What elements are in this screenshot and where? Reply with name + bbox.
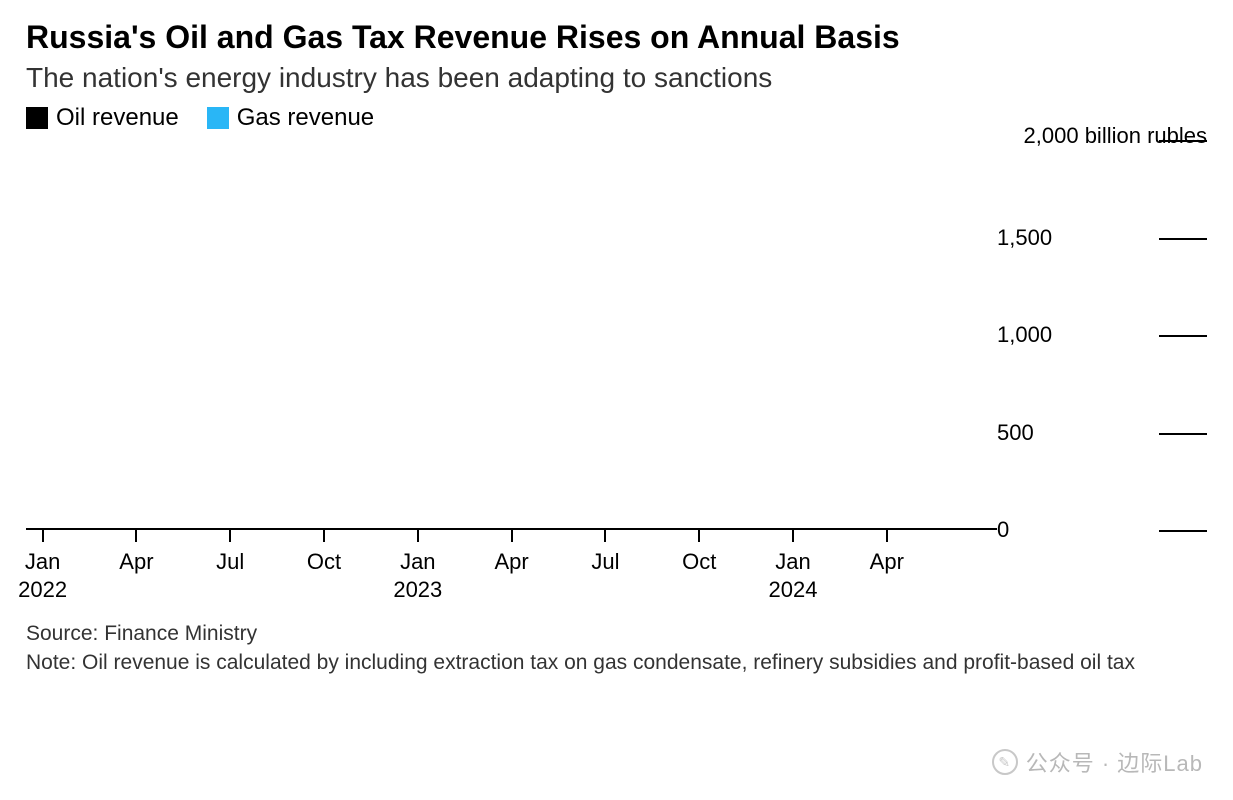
y-tick-label: 1,000 <box>997 322 1052 348</box>
chart-subtitle: The nation's energy industry has been ad… <box>26 62 1207 94</box>
y-tick-line <box>1159 530 1207 532</box>
watermark-text: 公众号 · 边际Lab <box>1026 746 1203 778</box>
x-tick-mark <box>698 530 700 542</box>
y-tick-line <box>1159 140 1207 142</box>
y-axis: 2,000 billion rubles 1,5001,0005000 <box>997 140 1207 530</box>
note-line: Note: Oil revenue is calculated by inclu… <box>26 649 1207 677</box>
x-tick-mark <box>886 530 888 542</box>
y-tick-label: 1,500 <box>997 225 1052 251</box>
watermark-icon: ✎ <box>992 749 1018 775</box>
chart-area: 2,000 billion rubles 1,5001,0005000 <box>26 140 1207 530</box>
legend-item-oil: Oil revenue <box>26 104 179 132</box>
watermark: ✎ 公众号 · 边际Lab <box>992 746 1203 778</box>
x-tick-label: Jan2022 <box>18 548 67 603</box>
legend-item-gas: Gas revenue <box>207 104 374 132</box>
y-tick-label: 500 <box>997 420 1034 446</box>
x-tick-label: Jan2023 <box>393 548 442 603</box>
y-tick-line <box>1159 433 1207 435</box>
y-tick-label: 0 <box>997 517 1009 543</box>
plot-area <box>26 140 997 530</box>
legend-swatch-gas <box>207 107 229 129</box>
x-axis-labels: Jan2022AprJulOctJan2023AprJulOctJan2024A… <box>26 548 997 604</box>
x-tick-mark <box>792 530 794 542</box>
y-axis-unit-label: 2,000 billion rubles <box>1024 123 1207 149</box>
x-tick-label: Oct <box>682 548 716 576</box>
x-axis-ticks <box>26 530 997 544</box>
x-tick-mark <box>229 530 231 542</box>
x-tick-mark <box>604 530 606 542</box>
x-tick-mark <box>323 530 325 542</box>
x-tick-label: Jul <box>591 548 619 576</box>
x-tick-mark <box>511 530 513 542</box>
x-tick-label: Apr <box>870 548 904 576</box>
x-tick-label: Jan2024 <box>769 548 818 603</box>
source-line: Source: Finance Ministry <box>26 620 1207 648</box>
x-tick-label: Apr <box>494 548 528 576</box>
legend-label-oil: Oil revenue <box>56 104 179 132</box>
x-tick-label: Apr <box>119 548 153 576</box>
legend-swatch-oil <box>26 107 48 129</box>
chart-footer: Source: Finance Ministry Note: Oil reven… <box>26 620 1207 677</box>
x-tick-label: Oct <box>307 548 341 576</box>
y-tick-line <box>1159 335 1207 337</box>
legend-label-gas: Gas revenue <box>237 104 374 132</box>
x-tick-mark <box>42 530 44 542</box>
y-tick-line <box>1159 238 1207 240</box>
x-tick-mark <box>135 530 137 542</box>
x-tick-mark <box>417 530 419 542</box>
chart-title: Russia's Oil and Gas Tax Revenue Rises o… <box>26 18 1207 56</box>
bars-container <box>26 140 997 528</box>
x-tick-label: Jul <box>216 548 244 576</box>
